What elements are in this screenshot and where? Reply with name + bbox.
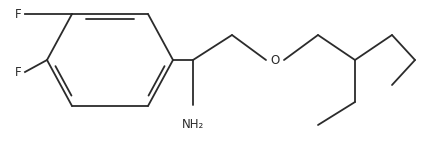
Text: F: F <box>15 8 21 21</box>
Text: F: F <box>15 66 21 79</box>
Text: O: O <box>270 53 280 66</box>
Text: NH₂: NH₂ <box>182 118 204 131</box>
